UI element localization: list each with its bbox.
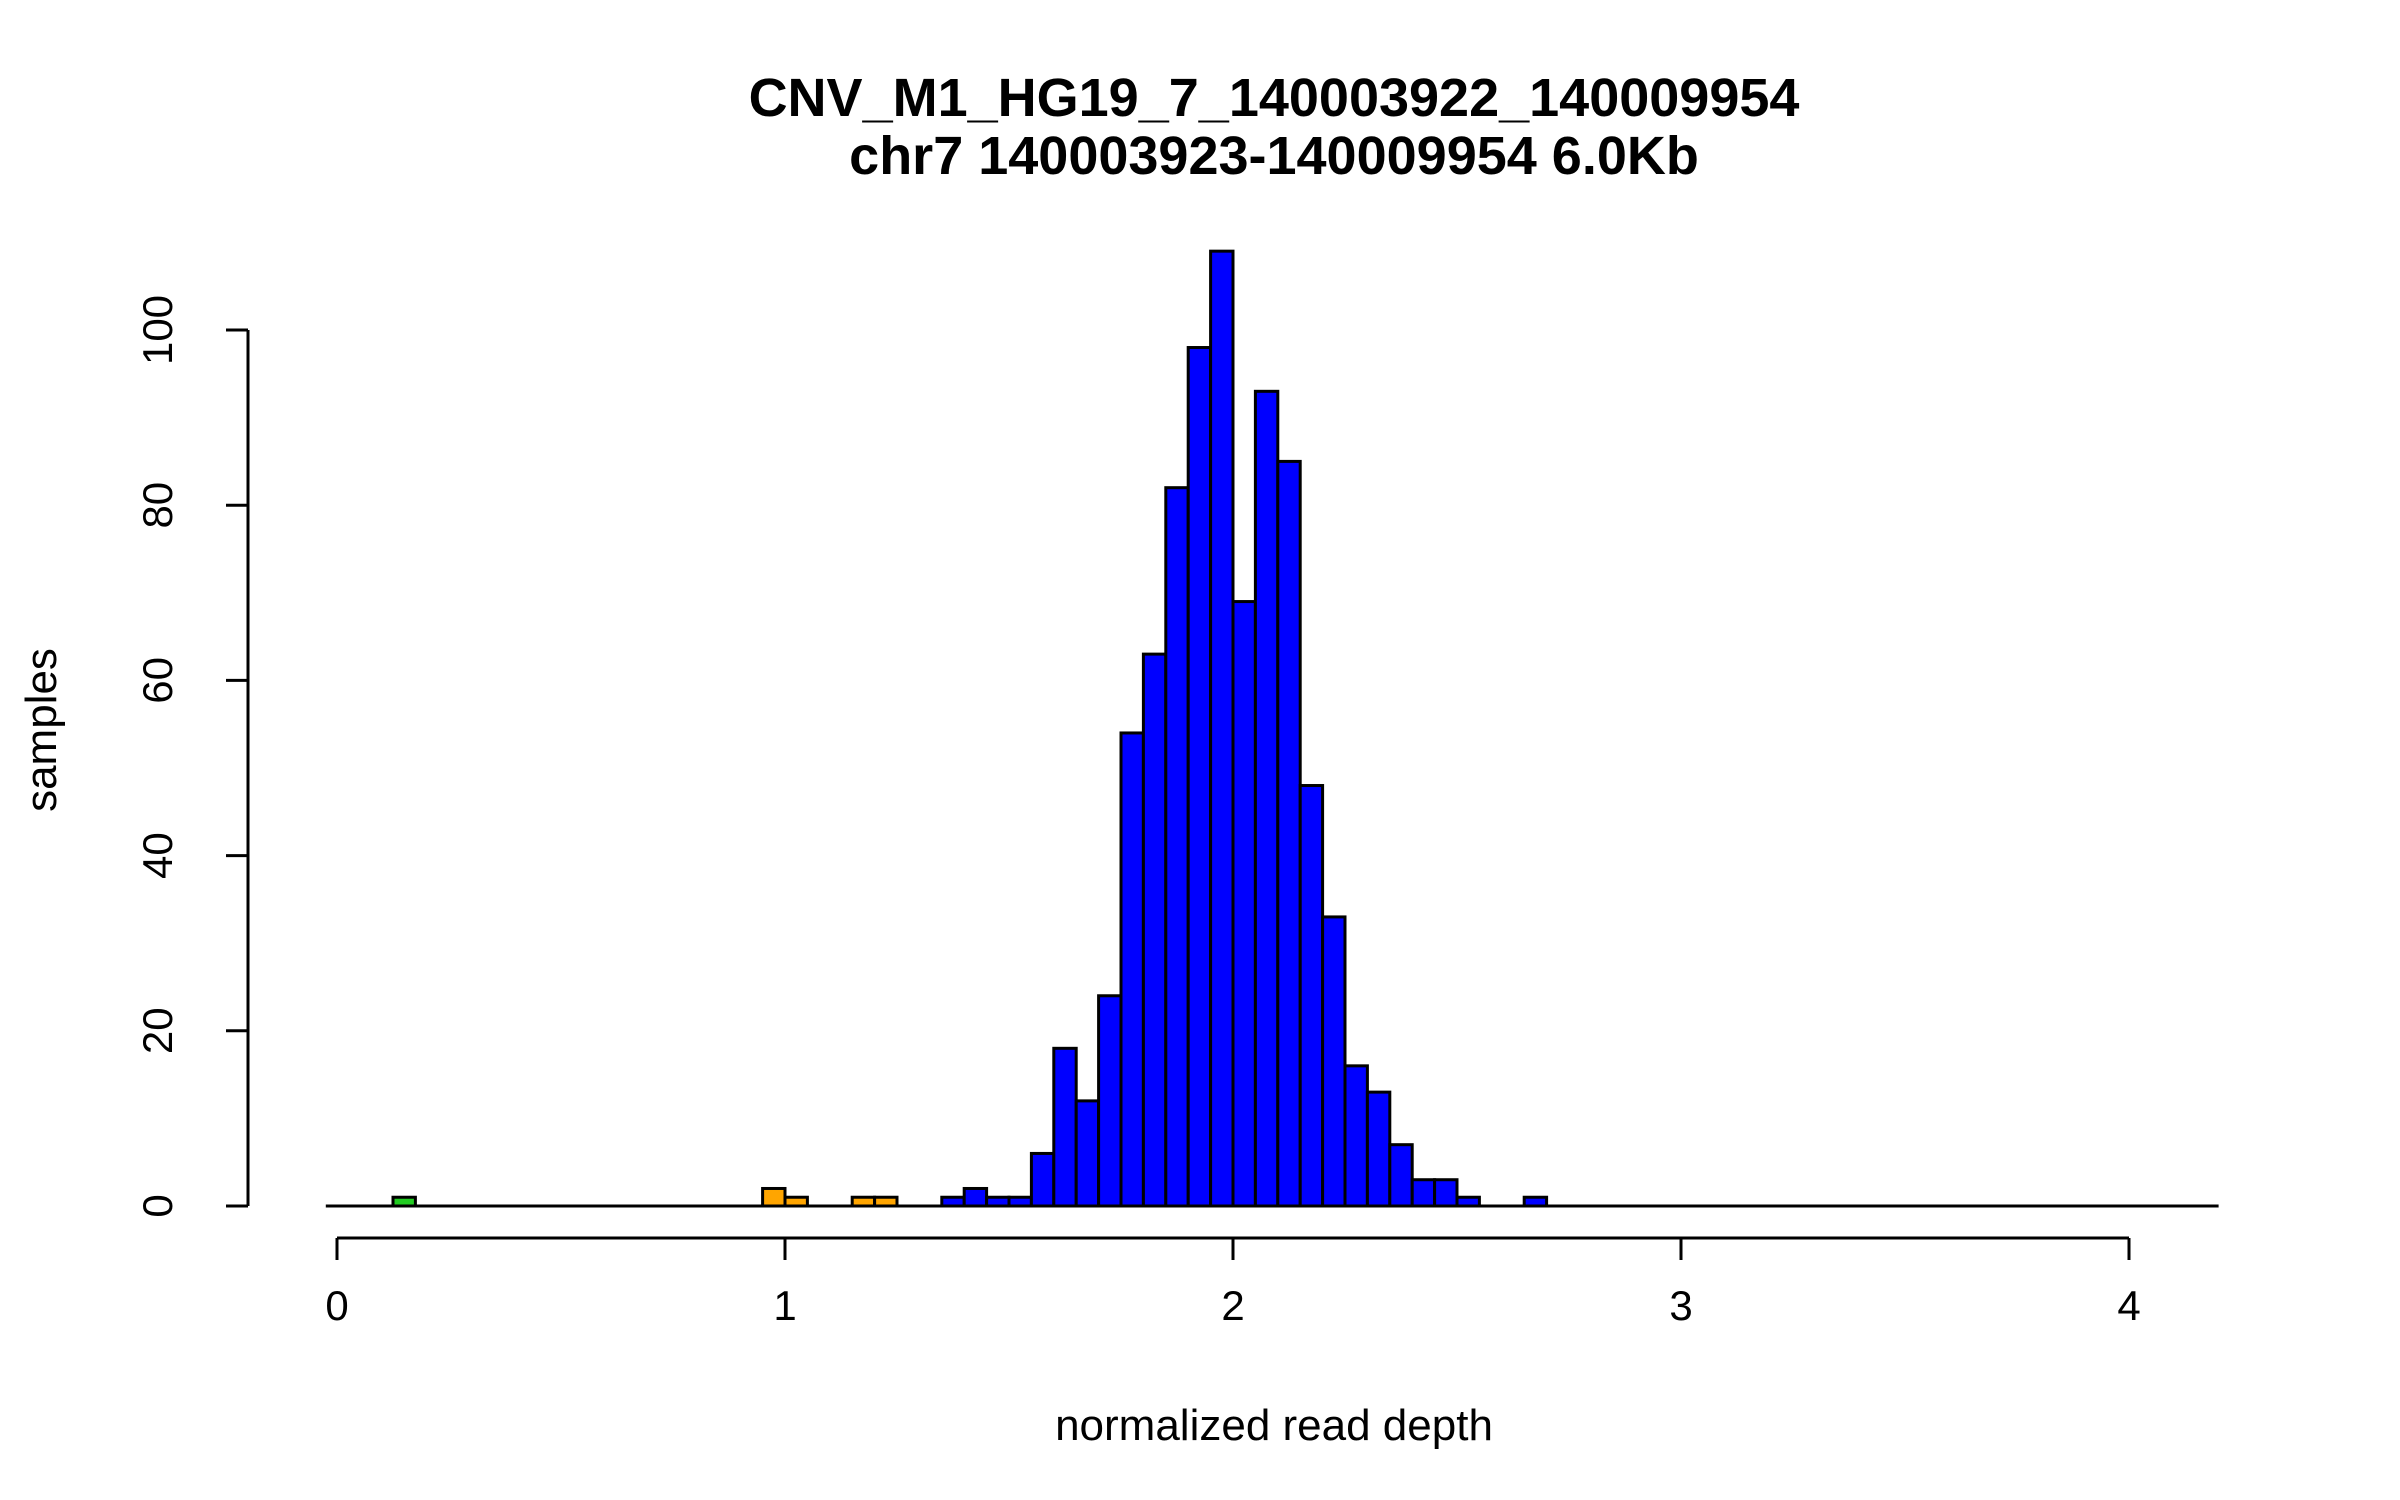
histogram-bar-loss (761, 1186, 787, 1208)
histogram-bar-normal (1097, 994, 1123, 1208)
histogram-bar-normal (1365, 1090, 1392, 1208)
histogram-bar-normal (1298, 784, 1325, 1208)
histogram-bar-normal (962, 1186, 989, 1208)
x-tick-label: 1 (773, 1282, 796, 1329)
x-axis-label: normalized read depth (1055, 1401, 1493, 1450)
histogram-bar-normal (1074, 1099, 1101, 1208)
histogram-bar-normal (1388, 1143, 1414, 1208)
y-tick-label: 60 (134, 657, 181, 704)
histogram-bar-normal (1209, 249, 1235, 1208)
histogram-bar-normal (1276, 459, 1302, 1208)
histogram-bar-normal (1410, 1178, 1437, 1208)
y-tick-label: 20 (134, 1007, 181, 1054)
x-tick-label: 0 (325, 1282, 348, 1329)
histogram-bar-normal (1343, 1064, 1369, 1208)
y-tick-label: 100 (134, 295, 181, 365)
histogram-bar-normal (1164, 486, 1190, 1208)
x-tick-label: 2 (1221, 1282, 1244, 1329)
x-axis: 0 1 2 3 4 (325, 1236, 2141, 1329)
y-tick-label: 0 (134, 1194, 181, 1217)
histogram-bar-normal (1433, 1178, 1459, 1208)
histogram-bar-normal (1119, 731, 1145, 1208)
histogram-bars (391, 249, 1549, 1208)
x-tick-label: 4 (2117, 1282, 2140, 1329)
x-tick-label: 3 (1669, 1282, 1692, 1329)
histogram-bar-normal (1321, 915, 1347, 1208)
y-tick-label: 40 (134, 832, 181, 879)
histogram-bar-normal (1052, 1046, 1078, 1208)
histogram-bar-normal (1141, 652, 1168, 1208)
chart-subtitle: chr7 140003923-140009954 6.0Kb (849, 126, 1699, 186)
histogram-bar-normal (1253, 389, 1280, 1208)
histogram-bar-normal (1186, 346, 1213, 1208)
y-tick-label: 80 (134, 482, 181, 529)
y-axis-label: samples (17, 648, 66, 812)
chart-title: CNV_M1_HG19_7_140003922_140009954 (749, 68, 1800, 128)
y-axis: 0 20 40 60 80 100 (134, 295, 250, 1218)
histogram-bar-normal (1029, 1151, 1056, 1208)
histogram-bar-normal (1231, 600, 1257, 1208)
